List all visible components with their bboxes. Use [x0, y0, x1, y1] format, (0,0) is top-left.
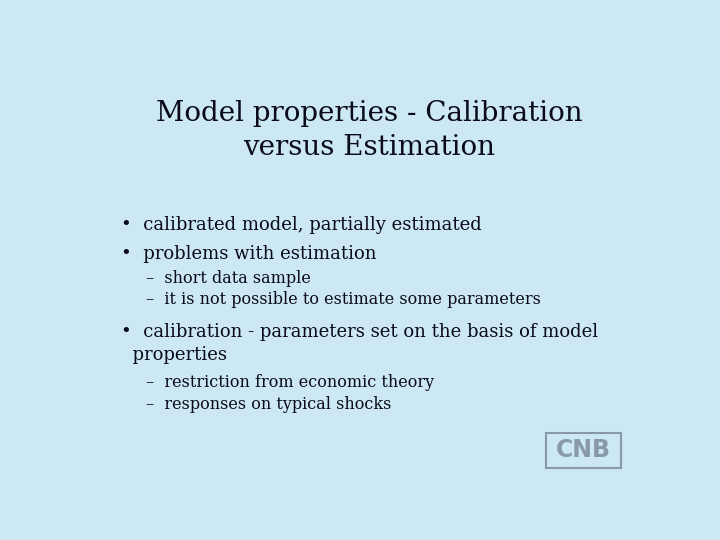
Text: •  problems with estimation: • problems with estimation — [121, 245, 376, 263]
Text: CNB: CNB — [557, 438, 611, 462]
Text: –  responses on typical shocks: – responses on typical shocks — [145, 396, 391, 413]
Text: –  restriction from economic theory: – restriction from economic theory — [145, 374, 434, 392]
Text: •  calibrated model, partially estimated: • calibrated model, partially estimated — [121, 216, 482, 234]
Text: –  short data sample: – short data sample — [145, 269, 310, 287]
Text: •  calibration - parameters set on the basis of model
  properties: • calibration - parameters set on the ba… — [121, 322, 598, 364]
Text: –  it is not possible to estimate some parameters: – it is not possible to estimate some pa… — [145, 291, 541, 308]
Text: Model properties - Calibration
versus Estimation: Model properties - Calibration versus Es… — [156, 100, 582, 161]
